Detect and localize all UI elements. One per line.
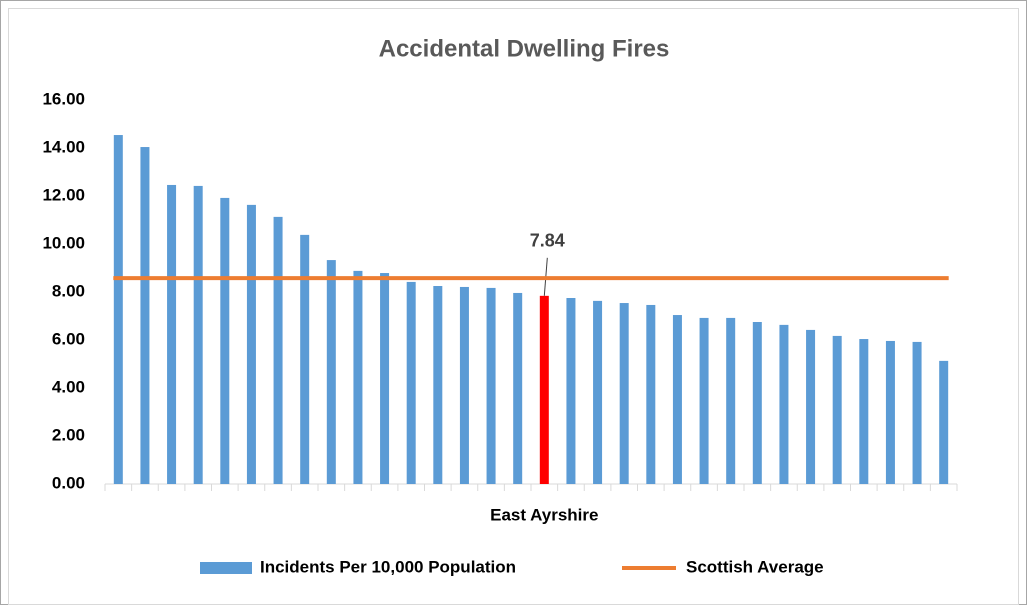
y-tick-label: 6.00 xyxy=(52,329,85,348)
bar xyxy=(433,286,443,484)
bar xyxy=(300,234,310,484)
bar xyxy=(566,298,576,484)
bar xyxy=(246,204,256,484)
bar xyxy=(273,216,283,484)
y-tick-label: 2.00 xyxy=(52,425,85,444)
y-tick-label: 12.00 xyxy=(42,185,85,204)
bar xyxy=(513,292,523,484)
bar xyxy=(912,341,922,484)
bar xyxy=(859,339,869,484)
y-tick-label: 4.00 xyxy=(52,377,85,396)
x-tick-label: East Ayrshire xyxy=(490,505,598,524)
bar xyxy=(406,281,416,484)
bar xyxy=(885,340,895,484)
bar xyxy=(672,315,682,484)
y-tick-label: 16.00 xyxy=(42,89,85,108)
bar xyxy=(459,286,469,484)
y-tick-label: 0.00 xyxy=(52,473,85,492)
bar xyxy=(193,185,203,485)
bar xyxy=(779,324,789,484)
bar xyxy=(699,317,709,484)
bar xyxy=(832,335,842,484)
bar xyxy=(593,300,603,484)
legend-label: Incidents Per 10,000 Population xyxy=(260,557,516,576)
bar xyxy=(806,329,816,484)
bar xyxy=(646,304,656,484)
legend-label: Scottish Average xyxy=(686,557,824,576)
bar xyxy=(539,295,549,484)
bar xyxy=(326,260,336,484)
bar xyxy=(167,184,177,484)
y-tick-label: 10.00 xyxy=(42,233,85,252)
bar xyxy=(619,303,629,484)
y-tick-label: 8.00 xyxy=(52,281,85,300)
bar xyxy=(726,317,736,484)
bar xyxy=(752,322,762,484)
y-tick-label: 14.00 xyxy=(42,137,85,156)
chart-title: Accidental Dwelling Fires xyxy=(379,35,670,62)
bar xyxy=(939,360,949,484)
bar xyxy=(486,287,496,484)
bar xyxy=(220,197,230,485)
legend-swatch xyxy=(200,562,252,574)
bar xyxy=(353,270,363,484)
data-label: 7.84 xyxy=(530,231,565,251)
bar xyxy=(140,147,150,485)
bar xyxy=(380,273,390,484)
bar xyxy=(113,135,123,485)
